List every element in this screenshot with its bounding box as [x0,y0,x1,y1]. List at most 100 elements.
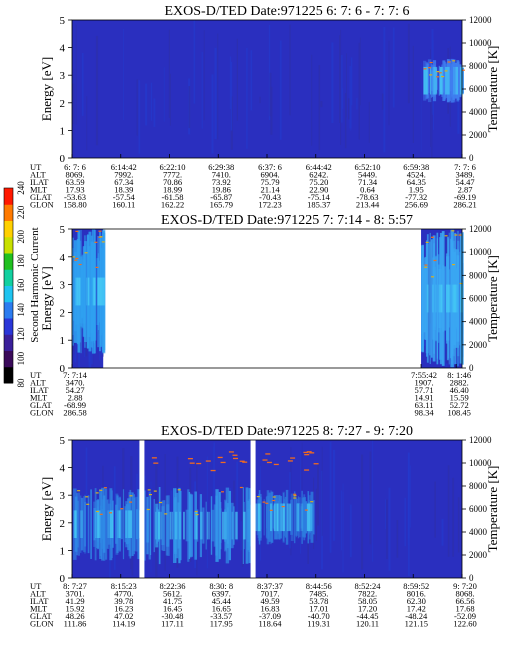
colorbar-segment [4,253,13,270]
table-cell: 53.78 [309,596,328,606]
colorbar-tick-label: 80 [16,378,26,388]
table-cell: -40.70 [308,611,330,621]
table-cell: -37.09 [259,611,281,621]
intensity-core [93,277,96,306]
intensity-column [424,257,426,340]
temperature-mark [306,451,312,453]
temperature-mark [220,461,226,464]
intensity-column [150,496,152,555]
streak [404,497,406,547]
colorbar-segment [4,236,13,254]
intensity-column [146,508,149,543]
y2-tick-label: 12000 [469,435,492,445]
streak [381,93,384,110]
streak [392,27,395,108]
intensity-column [213,504,217,547]
table-cell: 52.72 [450,400,469,410]
intensity-column [124,506,126,543]
streak [385,499,386,529]
table-cell: 4524. [407,170,426,180]
streak [259,96,261,104]
temperature-mark [98,230,102,232]
intensity-column [189,493,192,558]
temperature-mark [452,264,455,266]
table-cell: 63.59 [65,177,84,187]
table-cell: 118.64 [258,619,282,629]
temperature-mark [266,461,272,464]
table-cell: 1907. [414,378,433,388]
temperature-mark [221,491,224,493]
temperature-mark [290,457,296,459]
intensity-column [450,232,454,365]
temperature-mark [429,61,433,64]
intensity-column [450,238,452,359]
streak [211,74,214,154]
intensity-core [445,66,448,95]
y-tick-label: 1 [60,125,66,137]
temperature-mark [265,453,271,455]
temperature-mark [441,76,445,78]
intensity-column [80,497,84,551]
intensity-column [102,495,106,553]
intensity-column [226,503,230,549]
streak [168,29,170,118]
table-cell: -70.43 [259,192,281,202]
temperature-mark [304,509,308,511]
y2-tick-label: 0 [469,573,474,583]
y2-tick-label: 8000 [469,270,488,280]
intensity-core [435,66,438,95]
table-row-label: GLAT [30,400,53,410]
table-cell: 18.39 [114,185,133,195]
intensity-column [84,501,87,547]
streak [138,80,141,154]
streak [331,42,334,123]
table-cell: 8069. [65,170,84,180]
temperature-mark [428,67,431,69]
intensity-column [230,502,234,549]
colorbar-tick-label: 140 [16,303,26,317]
table-cell: 16.23 [114,604,133,614]
streak [212,446,214,529]
temperature-mark [228,451,234,453]
intensity-core [243,511,246,540]
intensity-column [161,500,163,551]
table-cell: 108.45 [447,408,470,418]
table-cell: -69.19 [454,192,476,202]
table-cell: 70.86 [163,177,182,187]
intensity-core [309,503,313,532]
table-cell: 111.86 [64,619,87,629]
intensity-column [83,259,86,324]
intensity-core [179,511,182,540]
intensity-column [441,231,445,366]
streak [214,47,217,139]
y2-tick-label: 4000 [469,527,488,537]
intensity-column [450,58,454,103]
table-cell: 14.91 [414,393,433,403]
table-cell: 256.69 [405,200,428,210]
y2-tick-label: 6000 [469,294,488,304]
intensity-core [451,284,453,313]
streak [188,86,191,129]
y2-tick-label: 2000 [469,340,488,350]
table-row-label: ILAT [30,385,49,395]
intensity-core [224,511,227,540]
intensity-core [447,66,449,95]
temperature-mark [164,513,168,515]
temperature-mark [109,512,112,514]
table-cell: 75.20 [309,177,328,187]
temperature-mark [103,487,107,489]
table-cell: 8:22:36 [160,581,186,591]
colorbar-segment [4,204,13,221]
table-row-label: GLON [30,200,54,210]
intensity-column [107,499,110,549]
table-cell: 2.88 [68,393,83,403]
streak [458,241,460,333]
streak [301,442,303,532]
table-cell: -48.24 [405,611,428,621]
streak [431,91,433,158]
table-cell: -65.87 [210,192,232,202]
table-cell: 8:30: 8 [209,581,233,591]
intensity-core [423,66,425,95]
table-cell: 41.75 [163,596,182,606]
table-cell: 17.93 [65,185,84,195]
